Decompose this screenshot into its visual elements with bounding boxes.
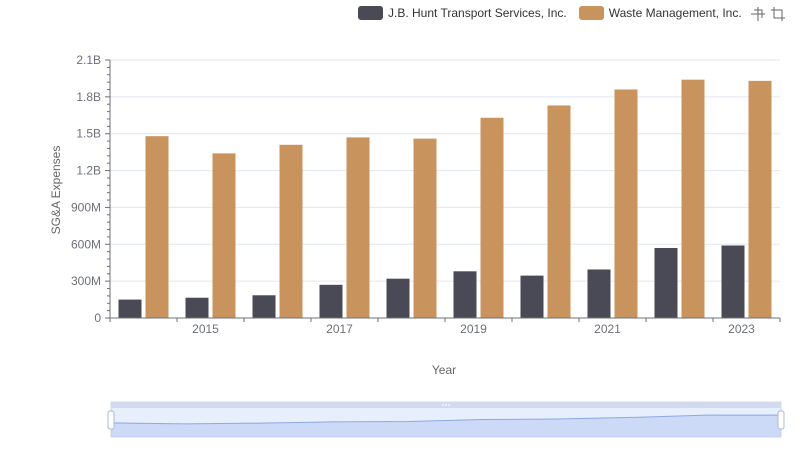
- zoom-reset-icon[interactable]: [770, 6, 786, 22]
- bar-waste-management-2021[interactable]: [614, 89, 638, 318]
- bar-waste-management-2023[interactable]: [748, 80, 772, 318]
- zoom-preview-line: [110, 414, 782, 425]
- y-axis: 0 300M 600M 900M 1.2B 1.5B 1.8B 2.1B: [71, 53, 111, 325]
- bar-waste-management-2015[interactable]: [212, 153, 236, 318]
- bar-jb-hunt-2020[interactable]: [520, 275, 544, 318]
- y-tick-label: 1.2B: [76, 164, 101, 178]
- bar-waste-management-2018[interactable]: [413, 138, 437, 318]
- y-tick-label: 900M: [71, 200, 101, 214]
- bar-jb-hunt-2021[interactable]: [587, 269, 611, 318]
- bar-waste-management-2022[interactable]: [681, 79, 705, 319]
- x-tick-label: 2015: [192, 322, 219, 336]
- bar-jb-hunt-2022[interactable]: [654, 247, 678, 318]
- legend-swatch: [358, 6, 383, 20]
- y-tick-label: 2.1B: [76, 53, 101, 67]
- x-tick-label: 2021: [594, 322, 621, 336]
- bar-waste-management-2016[interactable]: [279, 144, 303, 318]
- y-tick-label: 600M: [71, 237, 101, 251]
- data-zoom-slider: [107, 401, 785, 438]
- legend-label: Waste Management, Inc.: [608, 6, 742, 20]
- legend-swatch: [578, 6, 604, 20]
- bar-jb-hunt-2018[interactable]: [386, 278, 410, 318]
- bar-jb-hunt-2019[interactable]: [453, 271, 477, 318]
- zoom-start-handle[interactable]: [107, 410, 115, 430]
- zoom-grip-icon: [442, 404, 450, 406]
- bar-waste-management-2019[interactable]: [480, 117, 504, 318]
- x-tick-label: 2017: [326, 322, 353, 336]
- bar-jb-hunt-2015[interactable]: [185, 297, 209, 318]
- bars: [118, 79, 772, 319]
- x-tick-label: 2023: [728, 322, 755, 336]
- bar-jb-hunt-2023[interactable]: [721, 245, 745, 318]
- x-axis: 2015 2017 2019 2021 2023: [109, 317, 781, 336]
- y-tick-label: 1.5B: [76, 127, 101, 141]
- y-axis-title: SG&A Expenses: [49, 145, 63, 235]
- bar-waste-management-2020[interactable]: [547, 105, 571, 318]
- legend-item-waste-management[interactable]: Waste Management, Inc.: [578, 6, 742, 20]
- x-tick-label: 2019: [460, 322, 487, 336]
- bar-waste-management-2017[interactable]: [346, 137, 370, 318]
- bar-jb-hunt-2016[interactable]: [252, 295, 276, 318]
- legend: J.B. Hunt Transport Services, Inc. Waste…: [358, 4, 754, 22]
- y-tick-label: 0: [94, 311, 101, 325]
- x-axis-title: Year: [431, 363, 457, 377]
- legend-item-jb-hunt[interactable]: J.B. Hunt Transport Services, Inc.: [358, 6, 567, 20]
- zoom-end-handle[interactable]: [777, 410, 785, 430]
- y-tick-label: 1.8B: [76, 90, 101, 104]
- grid-lines: [110, 59, 780, 319]
- y-tick-label: 300M: [71, 274, 101, 288]
- bar-jb-hunt-2017[interactable]: [319, 284, 343, 318]
- zoom-preview-area: [111, 415, 781, 437]
- bar-waste-management-2014[interactable]: [145, 136, 169, 318]
- bar-jb-hunt-2014[interactable]: [118, 299, 142, 318]
- toolbox: [746, 6, 786, 22]
- zoom-select-icon[interactable]: [750, 6, 766, 22]
- legend-label: J.B. Hunt Transport Services, Inc.: [388, 6, 567, 20]
